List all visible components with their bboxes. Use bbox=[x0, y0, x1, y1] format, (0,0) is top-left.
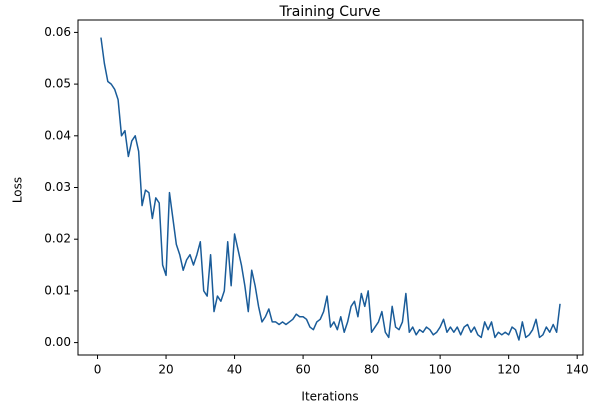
x-tick-label: 100 bbox=[429, 363, 452, 377]
y-axis-label: Loss bbox=[11, 177, 25, 203]
x-tick-label: 140 bbox=[566, 363, 589, 377]
y-tick-label: 0.05 bbox=[44, 77, 71, 91]
y-tick-label: 0.01 bbox=[44, 283, 71, 297]
x-tick-label: 40 bbox=[227, 363, 242, 377]
y-tick-label: 0.06 bbox=[44, 25, 71, 39]
y-tick-label: 0.00 bbox=[44, 335, 71, 349]
x-tick-label: 20 bbox=[158, 363, 173, 377]
x-tick-label: 0 bbox=[94, 363, 102, 377]
x-tick-label: 80 bbox=[364, 363, 379, 377]
loss-line bbox=[100, 37, 561, 341]
y-tick-label: 0.04 bbox=[44, 128, 71, 142]
y-tick-label: 0.02 bbox=[44, 232, 71, 246]
x-tick-label: 60 bbox=[295, 363, 310, 377]
chart-title: Training Curve bbox=[279, 4, 381, 20]
x-axis-label: Iterations bbox=[301, 390, 358, 404]
plot-frame bbox=[77, 19, 584, 356]
x-tick-label: 120 bbox=[497, 363, 520, 377]
y-tick-label: 0.03 bbox=[44, 180, 71, 194]
